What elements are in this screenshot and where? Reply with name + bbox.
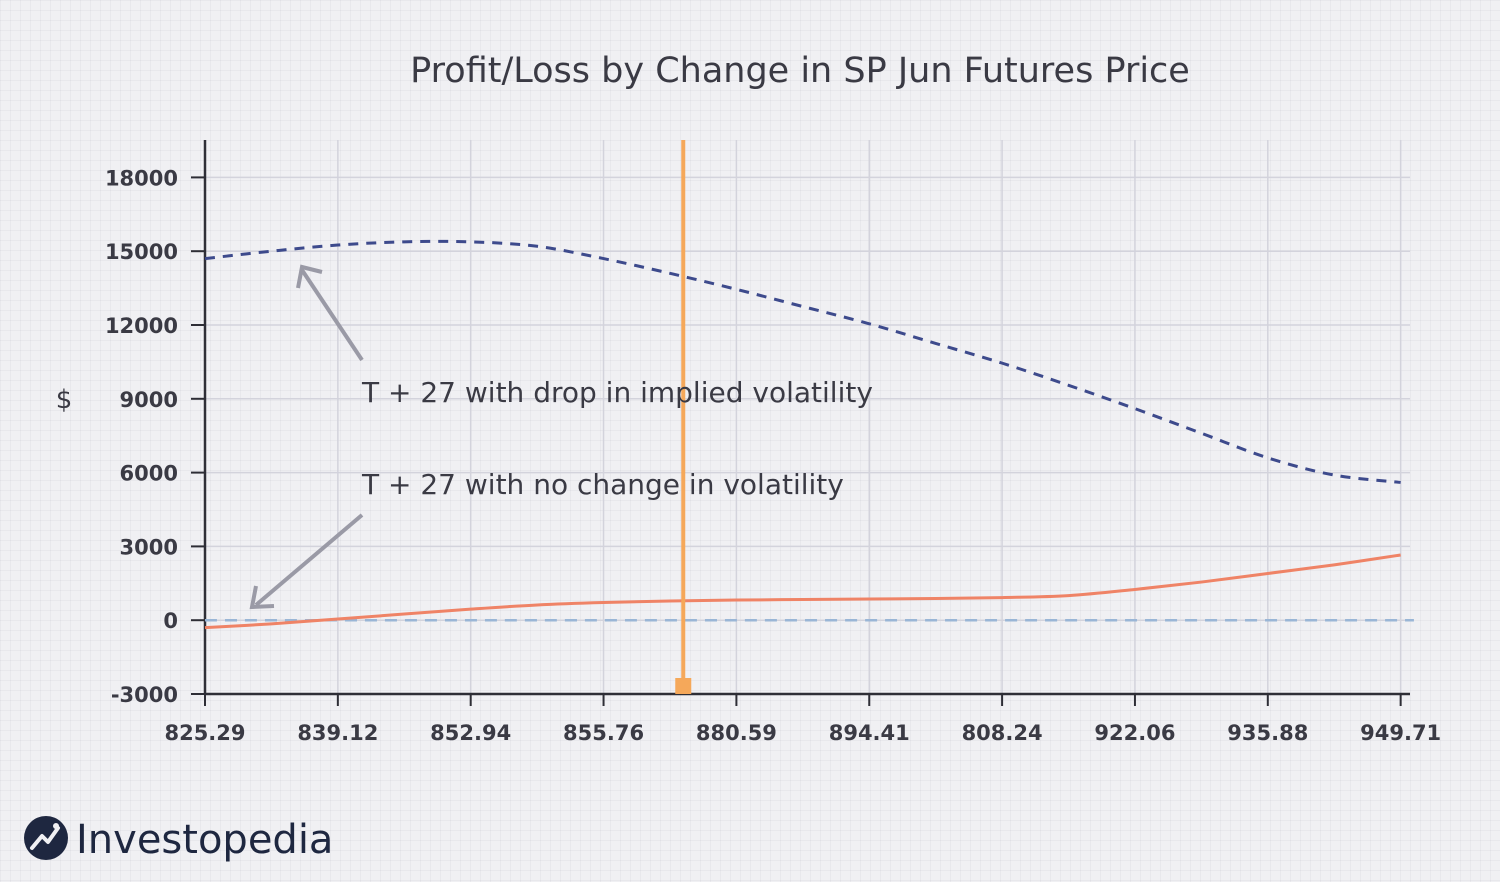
y-axis-label: $ [56,385,73,415]
price-marker-square [675,678,692,694]
y-tick-label: -3000 [111,683,178,707]
x-tick-label: 855.76 [563,721,644,745]
x-tick-label: 949.71 [1360,721,1441,745]
annotation-nochange-label: T + 27 with no change in volatility [361,468,844,501]
annotation-drop-label: T + 27 with drop in implied volatility [361,376,873,409]
y-tick-label: 3000 [120,535,178,559]
x-tick-label: 839.12 [297,721,378,745]
investopedia-logo: Investopedia [24,816,333,863]
grid [204,140,1410,695]
series-layer [204,239,1414,630]
logo-trend-icon [30,826,60,850]
annotation-nochange-arrow-line [254,513,364,607]
x-tick-label: 852.94 [430,721,511,745]
y-tick-label: 6000 [120,462,178,486]
y-tick-label: 12000 [105,314,178,338]
chart-title: Profit/Loss by Change in SP Jun Futures … [410,51,1190,91]
y-tick-label: 0 [163,609,178,633]
x-tick-label: 825.29 [164,721,245,745]
y-tick-label: 15000 [105,240,178,264]
y-ticks: 18000 15000 12000 9000 6000 3000 0 -3000 [105,166,178,707]
axes [191,140,1410,706]
x-tick-label: 880.59 [696,721,777,745]
x-ticks: 825.29 839.12 852.94 855.76 880.59 894.41 808.… [164,721,1441,745]
x-tick-label: 808.24 [962,721,1043,745]
annotation-nochange: T + 27 with no change in volatility [249,468,844,610]
x-tick-label: 922.06 [1094,721,1175,745]
y-tick-label: 18000 [105,166,178,190]
series-line-no-change [204,553,1401,630]
y-tick-label: 9000 [120,388,178,412]
annotation-drop-arrow-line [300,268,364,362]
x-tick-label: 894.41 [829,721,910,745]
series-line-drop-iv [204,239,1401,484]
x-tick-label: 935.88 [1227,721,1308,745]
annotation-drop-arrowhead [296,264,323,289]
price-marker [675,140,692,694]
annotation-drop: T + 27 with drop in implied volatility [296,264,873,409]
annotation-nochange-arrowhead [249,585,275,610]
logo-wordmark: Investopedia [76,817,333,863]
